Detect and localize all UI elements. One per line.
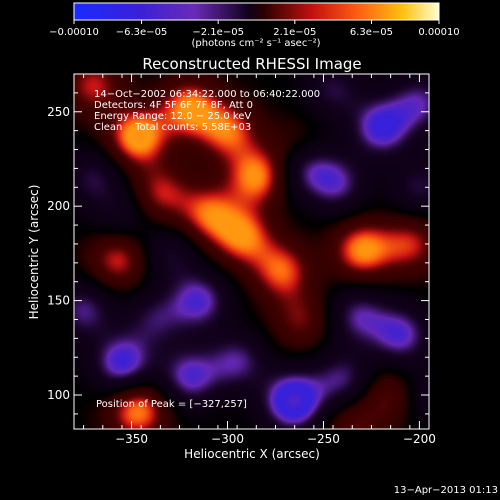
footer-timestamp: 13−Apr−2013 01:13 [393,485,498,496]
colorbar [73,2,440,21]
colorbar-tick-label: −2.1e−05 [192,27,244,38]
colorbar-ticks: −0.00010 −6.3e−05 −2.1e−05 2.1e−05 6.3e−05 0.… [49,20,460,38]
y-tick-label: 200 [47,199,70,213]
x-tick-label: −250 [307,432,340,446]
observation-info: 14−Oct−2002 06:34:22.000 to 06:40:22.000… [94,89,320,133]
x-tick-label: −350 [115,432,148,446]
colorbar-unit-label: (photons cm⁻² s⁻¹ asec⁻²) [191,38,320,49]
colorbar-tick-label: −6.3e−05 [116,27,168,38]
x-tick-label: −300 [211,432,244,446]
annotation-detectors: Detectors: 4F 5F 6F 7F 8F, Att 0 [94,100,253,111]
chart-title: Reconstructed RHESSI Image [142,55,361,73]
colorbar-tick-label: −0.00010 [49,27,99,38]
annotation-energy-range: Energy Range: 12.0 − 25.0 keV [94,111,251,122]
y-tick-label: 250 [47,105,70,119]
colorbar-tick-label: 0.00010 [418,27,459,38]
heatmap-image [74,74,429,429]
x-axis: −350 −300 −250 −200 [83,74,436,446]
y-tick-label: 150 [47,294,70,308]
y-tick-label: 100 [47,388,70,402]
peak-position-label: Position of Peak = [−327,257] [96,399,247,410]
annotation-clean-counts: Clean Total counts: 5.58E+03 [94,122,251,133]
annotation-time-range: 14−Oct−2002 06:34:22.000 to 06:40:22.000 [94,89,320,100]
y-axis-label: Heliocentric Y (arcsec) [27,185,41,320]
plot-frame [73,73,430,430]
x-axis-label: Heliocentric X (arcsec) [184,447,320,461]
y-axis: 100 150 200 250 [47,73,429,415]
colorbar-tick-label: 6.3e−05 [350,27,393,38]
x-tick-label: −200 [403,432,436,446]
colorbar-tick-label: 2.1e−05 [273,27,316,38]
